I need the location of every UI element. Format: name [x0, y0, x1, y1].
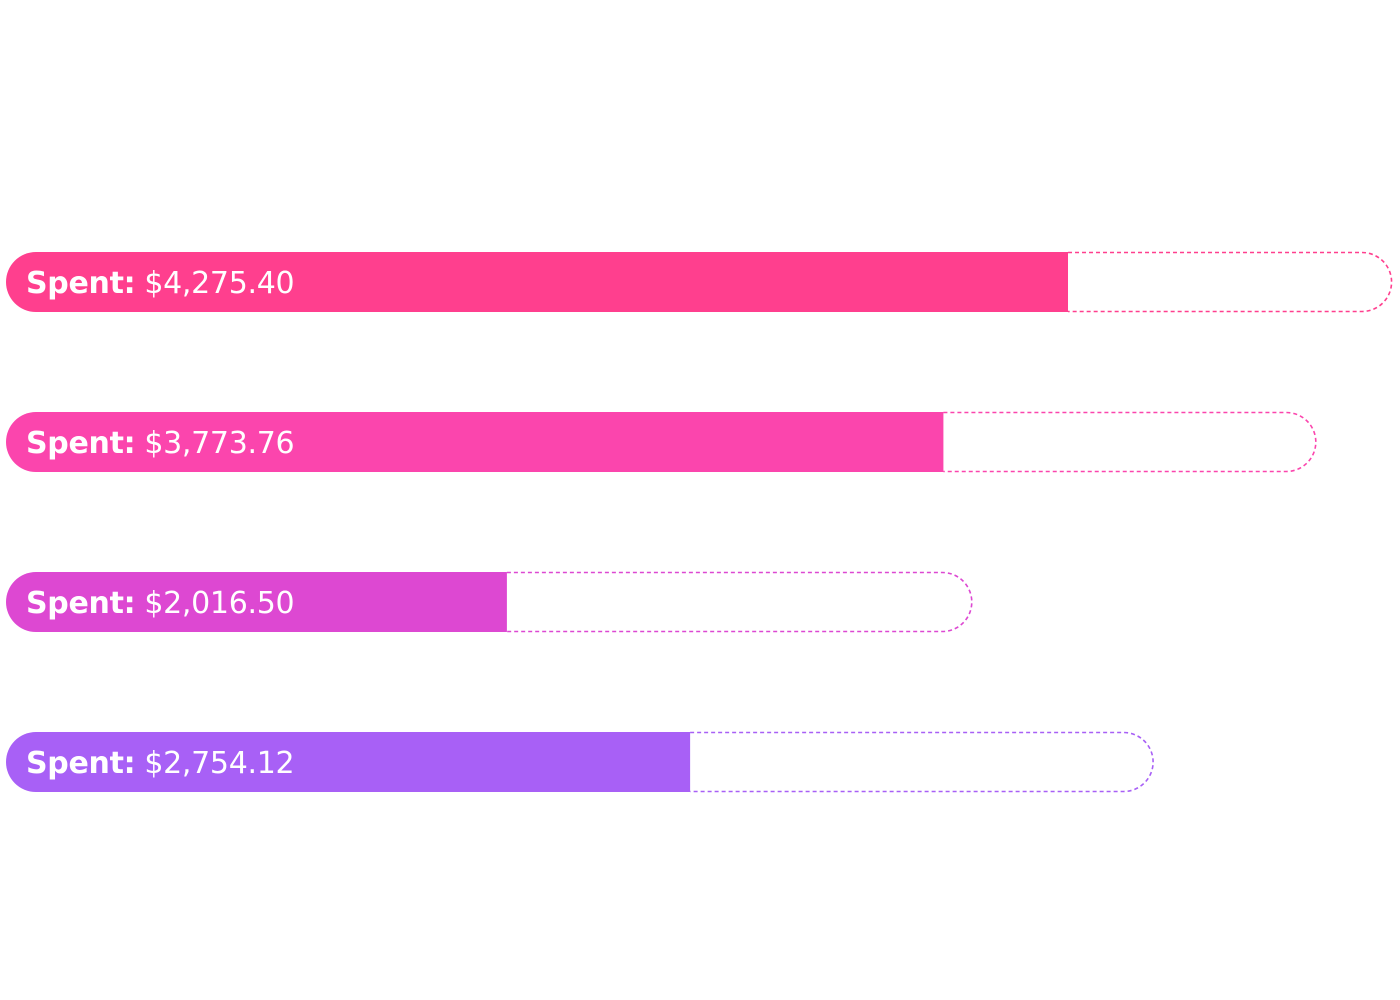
- spent-amount: $3,773.76: [144, 426, 294, 461]
- spent-bar: [6, 572, 507, 632]
- spent-label: Spent: $4,275.40: [26, 266, 294, 301]
- bar-group: Spent: $2,754.12: [6, 731, 1154, 793]
- spent-label: Spent: $3,773.76: [26, 426, 294, 461]
- budget-remaining-outline: [690, 731, 1154, 793]
- spent-label-key: Spent:: [26, 266, 135, 301]
- spent-label: Spent: $2,016.50: [26, 586, 294, 621]
- spent-amount: $2,016.50: [144, 586, 294, 621]
- spent-bar: [6, 412, 944, 472]
- spent-bar: [6, 732, 691, 792]
- spent-label-key: Spent:: [26, 746, 135, 781]
- spent-amount: $2,754.12: [144, 746, 294, 781]
- spent-bar: [6, 252, 1069, 312]
- budget-remaining-outline: [506, 571, 973, 633]
- bar-group: Spent: $3,773.76: [6, 411, 1317, 473]
- spent-label: Spent: $2,754.12: [26, 746, 294, 781]
- spent-label-key: Spent:: [26, 426, 135, 461]
- spent-label-key: Spent:: [26, 586, 135, 621]
- bar-group: Spent: $2,016.50: [6, 571, 973, 633]
- spent-amount: $4,275.40: [144, 266, 294, 301]
- budget-remaining-outline: [1068, 251, 1393, 313]
- budget-remaining-outline: [943, 411, 1317, 473]
- bar-group: Spent: $4,275.40: [6, 251, 1393, 313]
